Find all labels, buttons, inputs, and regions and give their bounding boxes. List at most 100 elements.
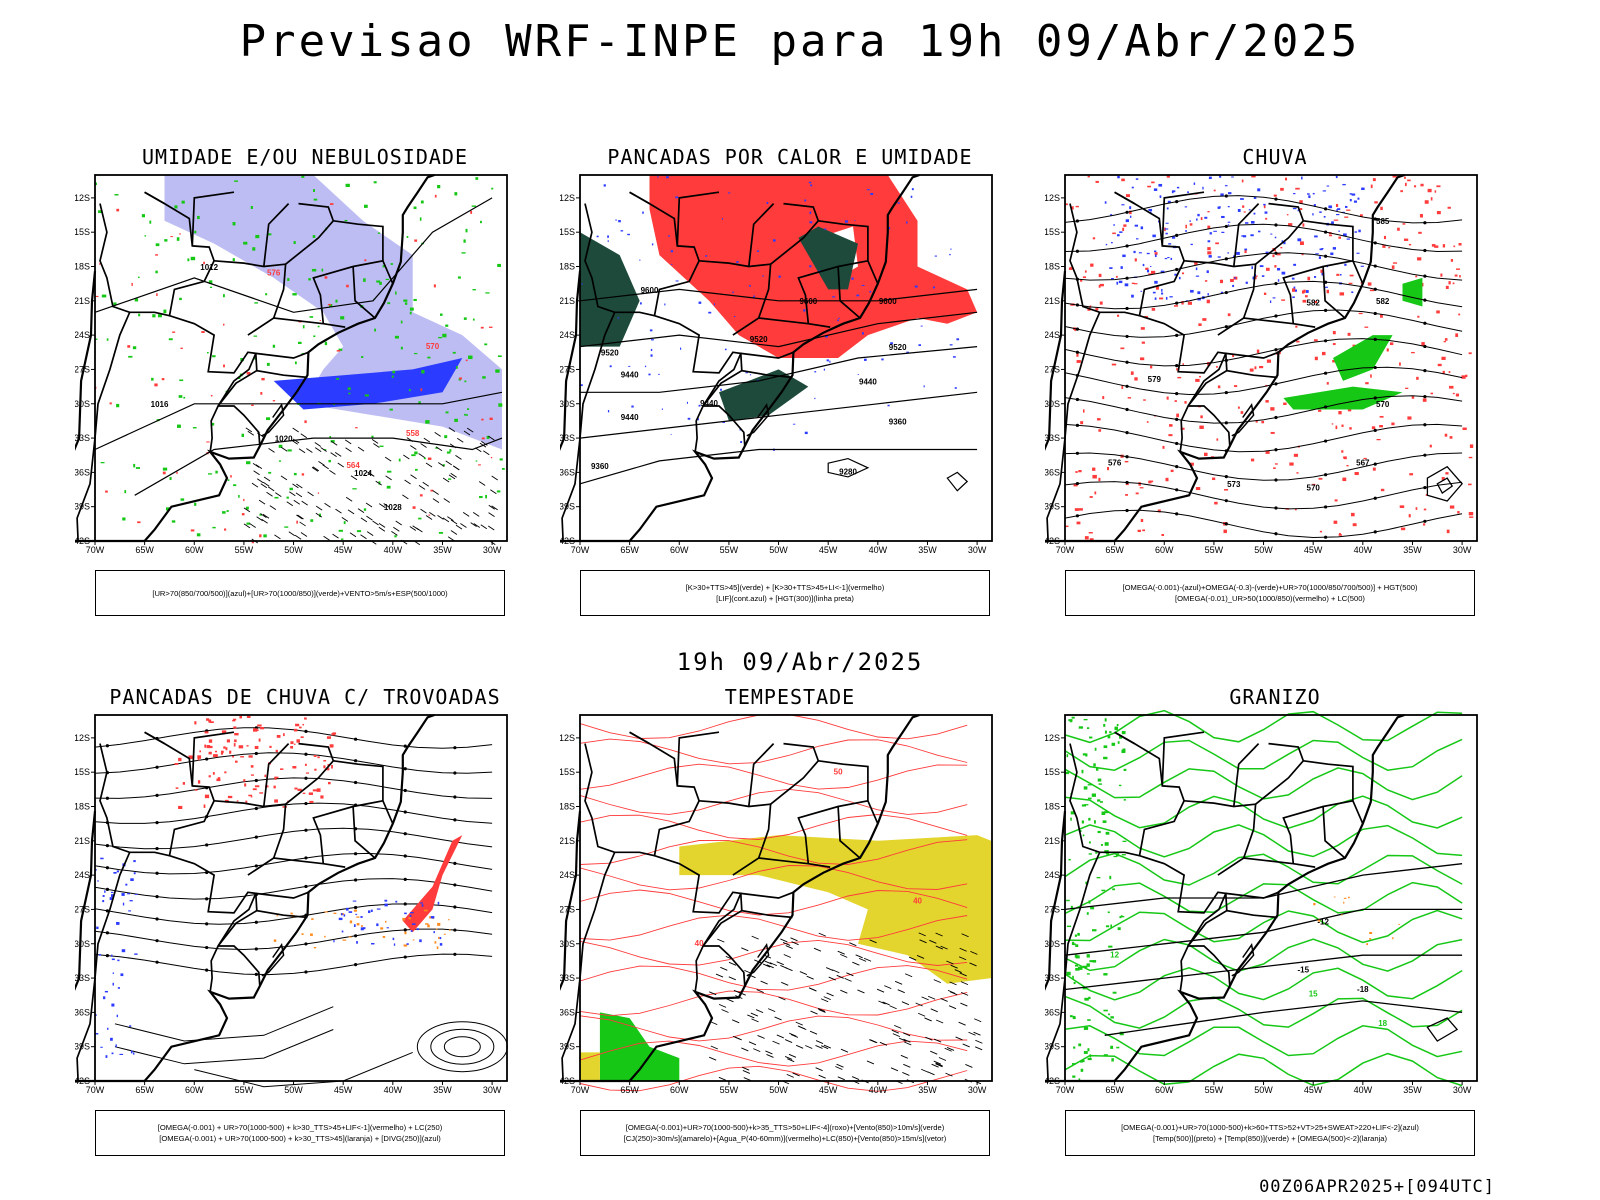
thunder-orange-speckle <box>356 923 360 926</box>
border-line <box>584 743 655 857</box>
rain-blue-speckle <box>1131 294 1134 298</box>
humidity-low-speckle <box>496 490 501 493</box>
wind-vector <box>935 1063 943 1068</box>
wind-vector <box>904 973 913 978</box>
humidity-low-speckle <box>423 457 426 460</box>
lif-contour-speckle <box>596 235 599 238</box>
lat-label: 42S <box>75 1076 90 1086</box>
rain-blue-speckle <box>1150 211 1152 214</box>
map-tempestade[interactable]: 40504012S15S18S21S24S27S30S33S36S39S42S7… <box>560 685 1020 1105</box>
rain-red-speckle <box>1417 315 1420 318</box>
rain-red-speckle <box>1176 413 1179 418</box>
map-pancadas-calor[interactable]: 9600 960096009520952095209440944094409440… <box>560 145 1020 565</box>
border-line <box>76 311 131 542</box>
humidity-low-speckle <box>343 521 346 525</box>
rain-blue-speckle <box>1152 234 1156 238</box>
lon-label: 70W <box>1056 545 1075 555</box>
wind-vector <box>447 516 454 522</box>
thickness-speckle <box>116 208 120 212</box>
thunder-red-speckle <box>224 771 227 774</box>
divergence-blue-speckle <box>122 902 125 906</box>
border-line <box>144 191 165 205</box>
temp500-contour <box>1064 908 1463 956</box>
streamline-arrow <box>1373 496 1377 500</box>
map-granizo[interactable]: -12-15-1812151812S15S18S21S24S27S30S33S3… <box>1045 685 1505 1105</box>
thunder-red-speckle <box>225 747 228 751</box>
temp850-speckle <box>1122 840 1127 842</box>
lif-contour-speckle <box>720 388 722 391</box>
rain-red-speckle <box>1302 223 1305 227</box>
humidity-low-speckle <box>294 361 297 365</box>
wind-vector <box>959 972 967 977</box>
humidity-low-speckle <box>163 309 167 314</box>
temp850-speckle <box>1071 941 1075 946</box>
humidity-low-speckle <box>246 461 251 465</box>
lif-contour-speckle <box>778 275 781 278</box>
rain-blue-speckle <box>1140 290 1143 292</box>
rain-red-speckle <box>1354 471 1359 476</box>
rain-blue-speckle <box>1228 192 1232 195</box>
humidity-low-speckle <box>448 478 452 480</box>
border-line <box>214 259 287 319</box>
thunder-orange-speckle <box>403 944 408 947</box>
rain-blue-speckle <box>1217 206 1221 209</box>
border-line <box>629 191 650 205</box>
thunder-red-speckle <box>175 787 179 789</box>
temp850-speckle <box>1103 1054 1108 1056</box>
streamline-arrow <box>1324 371 1328 375</box>
wind-vector <box>917 1012 926 1017</box>
wind-vector <box>924 1017 932 1022</box>
humidity-low-speckle <box>298 341 302 345</box>
rain-red-speckle <box>1124 460 1129 463</box>
rain-red-speckle <box>1352 523 1357 527</box>
rain-red-speckle <box>1092 474 1097 479</box>
temp850-speckle <box>1112 888 1115 891</box>
temp850-speckle <box>1087 797 1092 800</box>
thickness-speckle <box>364 259 367 262</box>
lon-label: 30W <box>483 545 502 555</box>
lif-contour-speckle <box>670 264 673 265</box>
lif-contour-speckle <box>918 344 921 347</box>
streamline-arrow <box>403 928 407 932</box>
omega-orange-speckle <box>1333 896 1336 898</box>
rain-blue-speckle <box>1312 213 1314 216</box>
humidity-low-speckle <box>255 234 260 239</box>
wind-vector <box>491 505 498 511</box>
humidity-low-speckle <box>324 341 328 346</box>
thunder-red-speckle <box>234 739 237 743</box>
rain-blue-speckle <box>1138 252 1142 254</box>
rain-red-speckle <box>1349 427 1352 430</box>
rain-red-speckle <box>1068 267 1072 270</box>
map-umidade[interactable]: 1012101610201024102857057656455812S15S18… <box>75 145 535 565</box>
humidity-low-speckle <box>128 355 133 358</box>
omega-orange-speckle <box>1369 938 1372 940</box>
humidity-low-speckle <box>174 205 178 209</box>
thunder-red-speckle <box>233 726 237 729</box>
streamline-arrow <box>205 922 209 926</box>
wind-vector <box>790 937 798 942</box>
rain-blue-speckle <box>1237 208 1241 212</box>
thunder-red-speckle <box>290 741 294 745</box>
rain-red-speckle <box>1078 469 1082 473</box>
thunder-red-speckle <box>197 755 202 759</box>
lon-label: 35W <box>1403 545 1422 555</box>
thunder-red-speckle <box>206 718 210 721</box>
thickness-speckle <box>488 326 493 328</box>
rain-red-speckle <box>1320 269 1324 273</box>
streamline-arrow <box>304 752 308 756</box>
streamline-arrow <box>453 928 457 932</box>
temp850-speckle <box>1115 853 1120 857</box>
streamline-arrow <box>1423 394 1427 399</box>
rain-red-speckle <box>1130 371 1134 375</box>
border-line <box>214 799 287 859</box>
rain-red-speckle <box>1266 359 1271 363</box>
instability-green-area <box>798 226 858 290</box>
wind-vector <box>882 1001 890 1006</box>
border-line <box>770 742 820 805</box>
border-line <box>1224 891 1279 911</box>
temp850-speckle <box>1110 1045 1114 1049</box>
rain-red-speckle <box>1176 368 1179 371</box>
divergence-blue-speckle <box>353 924 356 927</box>
